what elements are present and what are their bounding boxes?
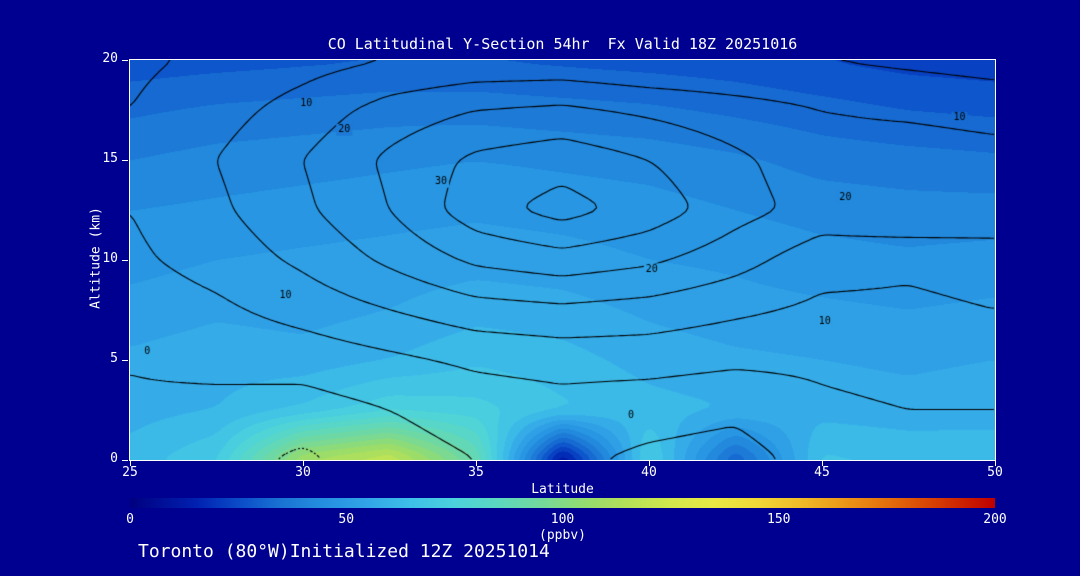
colorbar-canvas: [130, 498, 995, 508]
x-tick-label: 45: [814, 465, 830, 480]
x-tick-label: 35: [468, 465, 484, 480]
x-axis-tick-mark: [475, 461, 477, 466]
y-tick-label: 0: [110, 451, 118, 466]
x-axis-tick-mark: [129, 461, 131, 466]
x-axis-tick-mark: [821, 461, 823, 466]
y-tick-label: 5: [110, 351, 118, 366]
y-axis-tick-mark: [122, 59, 128, 61]
x-axis-tick-mark: [302, 461, 304, 466]
colorbar-units-label: (ppbv): [539, 528, 586, 543]
colorbar-tick-label: 50: [338, 512, 355, 527]
x-tick-label: 25: [122, 465, 138, 480]
x-axis-tick-mark: [648, 461, 650, 466]
y-tick-label: 10: [102, 251, 118, 266]
x-tick-label: 40: [641, 465, 657, 480]
colorbar-tick-label: 100: [550, 512, 575, 527]
y-axis-tick-mark: [122, 459, 128, 461]
x-axis-label: Latitude: [531, 482, 594, 497]
x-tick-label: 50: [987, 465, 1003, 480]
y-tick-label: 20: [102, 51, 118, 66]
y-tick-label: 15: [102, 151, 118, 166]
chart-title: CO Latitudinal Y-Section 54hr Fx Valid 1…: [327, 35, 798, 53]
y-axis-tick-mark: [122, 159, 128, 161]
colorbar-tick-label: 200: [983, 512, 1007, 527]
footer-caption: Toronto (80°W)Initialized 12Z 20251014: [138, 541, 550, 562]
x-tick-label: 30: [295, 465, 311, 480]
contour-plot-canvas: [129, 59, 996, 461]
y-axis-tick-mark: [122, 359, 128, 361]
colorbar-tick-label: 0: [126, 512, 134, 527]
colorbar-tick-label: 150: [767, 512, 791, 527]
y-axis-tick-mark: [122, 259, 128, 261]
x-axis-tick-mark: [994, 461, 996, 466]
